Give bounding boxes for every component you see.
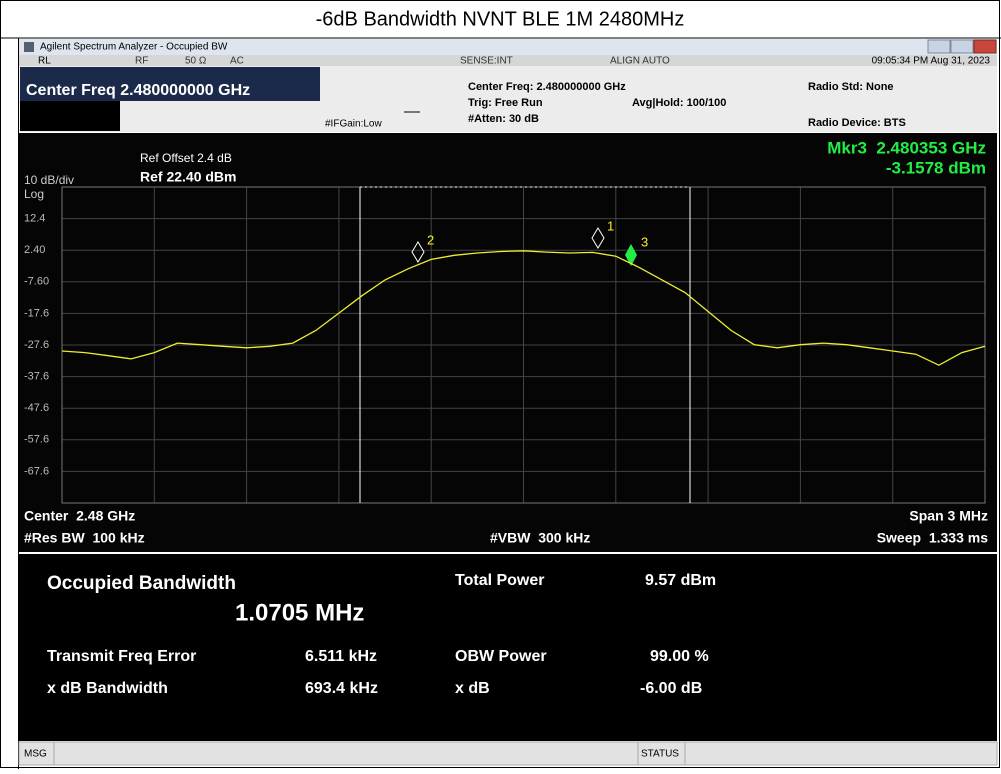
results-panel xyxy=(19,554,997,741)
maximize-button[interactable] xyxy=(950,39,974,54)
xdb-bw-label: x dB Bandwidth xyxy=(47,680,168,697)
marker-freq: Mkr3 2.480353 GHz xyxy=(827,138,986,157)
rl: RL xyxy=(38,56,51,67)
trig: Trig: Free Run xyxy=(468,97,543,109)
xdb-value: -6.00 dB xyxy=(640,680,702,697)
status-bar xyxy=(18,741,998,766)
obw-label: Occupied Bandwidth xyxy=(47,573,236,594)
y-tick-label: -37.6 xyxy=(24,371,49,383)
obw-value: 1.0705 MHz xyxy=(235,599,364,626)
impedance: 50 Ω xyxy=(185,56,207,67)
trace xyxy=(61,250,986,366)
close-button[interactable] xyxy=(973,39,997,54)
obw-power-label: OBW Power xyxy=(455,648,547,665)
if-gain: #IFGain:Low xyxy=(325,119,382,130)
marker-label: 1 xyxy=(607,218,614,233)
marker-level: -3.1578 dBm xyxy=(886,158,986,177)
entry-box xyxy=(20,101,120,131)
minimize-button[interactable] xyxy=(927,39,951,54)
scale: 10 dB/div xyxy=(24,173,74,187)
atten: #Atten: 30 dB xyxy=(468,113,539,125)
status-row xyxy=(19,55,997,66)
log: Log xyxy=(24,187,44,201)
radio-device: Radio Device: BTS xyxy=(808,117,906,129)
total-power-label: Total Power xyxy=(455,572,545,589)
tx-freq-error-label: Transmit Freq Error xyxy=(47,648,196,665)
y-tick-label: -67.6 xyxy=(24,465,49,477)
y-tick-label: -7.60 xyxy=(24,276,49,288)
title-bar xyxy=(19,39,997,55)
tx-freq-error-value: 6.511 kHz xyxy=(305,648,377,665)
ref-level: Ref 22.40 dBm xyxy=(140,169,236,185)
sweep: Sweep 1.333 ms xyxy=(877,530,989,546)
window-title: Agilent Spectrum Analyzer - Occupied BW xyxy=(40,42,228,53)
app-icon xyxy=(24,42,34,52)
sense: SENSE:INT xyxy=(460,56,513,67)
grid xyxy=(62,187,985,503)
y-tick-label: -57.6 xyxy=(24,434,49,446)
xdb-bw-value: 693.4 kHz xyxy=(305,680,378,697)
plot-border xyxy=(61,186,986,504)
y-tick-label: -27.6 xyxy=(24,339,49,351)
align: ALIGN AUTO xyxy=(610,56,670,67)
vbw: #VBW 300 kHz xyxy=(490,530,590,546)
center: Center 2.48 GHz xyxy=(24,508,135,524)
marker-diamond xyxy=(411,241,425,263)
timestamp: 09:05:34 PM Aug 31, 2023 xyxy=(872,56,991,67)
span: Span 3 MHz xyxy=(909,508,988,524)
center-freq-big: Center Freq 2.480000000 GHz xyxy=(26,82,250,99)
marker-diamond xyxy=(625,244,637,266)
marker-label: 2 xyxy=(427,232,434,247)
avg-hold: Avg|Hold: 100/100 xyxy=(632,97,726,109)
radio-std: Radio Std: None xyxy=(808,81,894,93)
center-freq: Center Freq: 2.480000000 GHz xyxy=(468,81,626,93)
page-title: -6dB Bandwidth NVNT BLE 1M 2480MHz xyxy=(316,8,685,30)
y-tick-label: -17.6 xyxy=(24,307,49,319)
center-freq-box xyxy=(20,67,320,101)
obw-power-value: 99.00 % xyxy=(650,648,709,665)
y-tick-label: 12.4 xyxy=(24,213,45,225)
y-tick-label: -47.6 xyxy=(24,402,49,414)
marker-label: 3 xyxy=(641,234,648,249)
status: STATUS xyxy=(641,749,679,760)
marker-diamond xyxy=(591,227,605,249)
total-power-value: 9.57 dBm xyxy=(645,572,716,589)
y-tick-label: 2.40 xyxy=(24,244,45,256)
coupling: AC xyxy=(230,56,244,67)
ref-offset: Ref Offset 2.4 dB xyxy=(140,151,232,165)
msg: MSG xyxy=(24,749,47,760)
xdb-label: x dB xyxy=(455,680,490,697)
res-bw: #Res BW 100 kHz xyxy=(24,530,145,546)
display xyxy=(19,133,997,552)
rf: RF xyxy=(135,56,148,67)
